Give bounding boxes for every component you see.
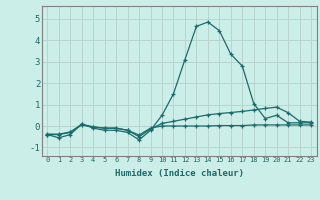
X-axis label: Humidex (Indice chaleur): Humidex (Indice chaleur)	[115, 169, 244, 178]
